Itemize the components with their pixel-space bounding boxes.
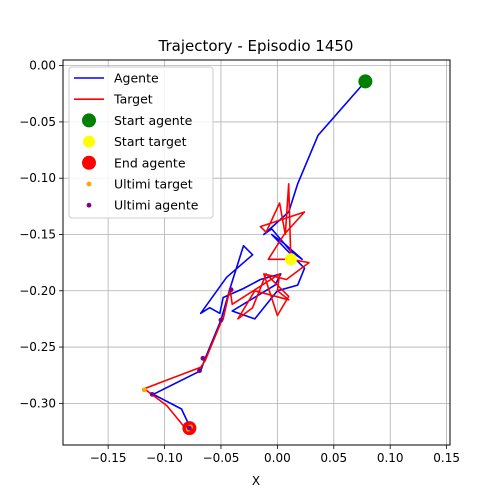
x-tick-label: −0.05 <box>203 451 240 465</box>
x-tick-label: 0.10 <box>377 451 404 465</box>
marker-ultimi-agente <box>218 317 224 323</box>
x-tick-label: 0.05 <box>320 451 347 465</box>
legend-box <box>68 66 214 219</box>
marker-start-agente <box>358 74 373 89</box>
x-axis-label: X <box>252 474 260 488</box>
x-tick-label: 0.15 <box>433 451 460 465</box>
marker-start-target <box>284 253 297 266</box>
marker-ultimi-target <box>141 387 147 393</box>
legend-label-start-agente: Start agente <box>114 113 193 128</box>
axes-frame <box>62 59 451 446</box>
marker-ultimi-agente <box>197 368 202 374</box>
legend-label-agente: Agente <box>114 71 159 86</box>
y-tick-label: 0.00 <box>29 59 56 73</box>
marker-layer <box>141 74 373 436</box>
legend-swatch-start-target <box>83 135 95 148</box>
series-target-line <box>143 183 310 431</box>
y-tick-label: −0.25 <box>19 340 56 354</box>
legend-label-ultimi-agente: Ultimi agente <box>114 198 199 213</box>
axis-ticks: −0.15 −0.10 −0.05 0.00 0.05 0.10 0.15 0.00 −0.05… <box>19 59 460 465</box>
marker-ultimi-agente <box>149 391 155 397</box>
legend-swatch-start-agente <box>82 113 96 128</box>
marker-ultimi-agente <box>228 287 234 293</box>
legend-swatch-ultimi-target <box>86 181 92 187</box>
legend-label-ultimi-target: Ultimi target <box>114 177 193 192</box>
legend-label-target: Target <box>113 92 153 107</box>
legend-label-end-agente: End agente <box>114 155 186 170</box>
x-tick-label: −0.10 <box>146 451 183 465</box>
legend: Agente Target Start agente Start target End … <box>68 66 214 219</box>
y-axis-label: Y <box>0 248 3 257</box>
x-tick-label: 0.00 <box>264 451 291 465</box>
y-tick-label: −0.15 <box>19 227 56 241</box>
legend-swatch-end-agente <box>82 155 96 170</box>
y-tick-label: −0.30 <box>19 396 56 410</box>
marker-ultimi-agente <box>186 425 192 431</box>
y-tick-label: −0.10 <box>19 171 56 185</box>
chart-title: Trajectory - Episodio 1450 <box>158 37 354 55</box>
x-tick-label: −0.15 <box>90 451 127 465</box>
legend-swatch-ultimi-agente <box>86 202 92 208</box>
y-tick-label: −0.05 <box>19 115 56 129</box>
series-agente-line <box>152 80 367 429</box>
y-tick-label: −0.20 <box>19 284 56 298</box>
marker-ultimi-agente <box>200 355 206 361</box>
legend-label-start-target: Start target <box>114 134 187 149</box>
grid-lines <box>63 60 450 445</box>
